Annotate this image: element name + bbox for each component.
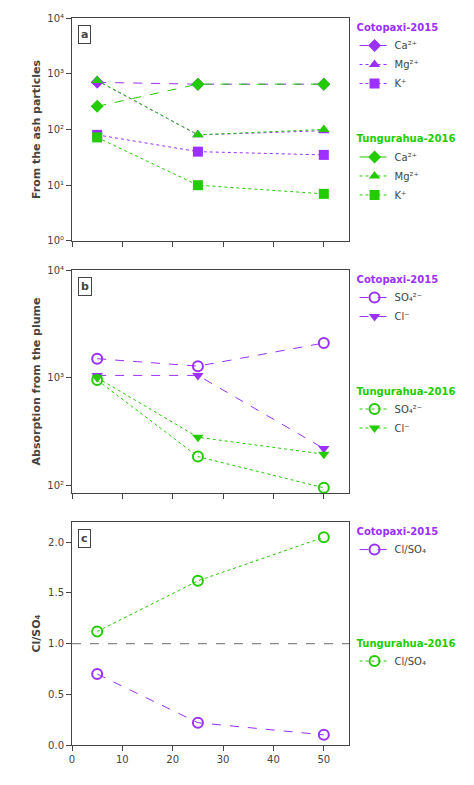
- svg-text:Mg²⁺: Mg²⁺: [395, 171, 419, 182]
- svg-text:40: 40: [267, 754, 280, 765]
- svg-text:2.0: 2.0: [48, 537, 64, 548]
- svg-text:Ca²⁺: Ca²⁺: [395, 40, 417, 51]
- svg-text:0.5: 0.5: [48, 689, 64, 700]
- svg-text:SO₄²⁻: SO₄²⁻: [395, 404, 423, 415]
- svg-text:Cl/SO₄: Cl/SO₄: [395, 544, 426, 555]
- svg-text:Cl⁻: Cl⁻: [395, 423, 410, 434]
- svg-text:K⁺: K⁺: [395, 190, 407, 201]
- svg-text:Absorption from the plume: Absorption from the plume: [30, 298, 43, 466]
- svg-text:From the ash particles: From the ash particles: [30, 59, 43, 199]
- svg-text:10²: 10²: [47, 480, 64, 491]
- svg-text:50: 50: [317, 754, 330, 765]
- svg-text:10¹: 10¹: [47, 180, 64, 191]
- svg-text:10⁴: 10⁴: [47, 13, 64, 24]
- svg-text:c: c: [81, 532, 88, 545]
- svg-text:Tungurahua-2016: Tungurahua-2016: [357, 386, 456, 397]
- svg-text:10³: 10³: [47, 68, 64, 79]
- svg-text:Ca²⁺: Ca²⁺: [395, 152, 417, 163]
- svg-text:10⁰: 10⁰: [47, 235, 64, 246]
- svg-text:Cl/SO₄: Cl/SO₄: [395, 656, 426, 667]
- svg-text:20: 20: [166, 754, 179, 765]
- svg-text:Mg²⁺: Mg²⁺: [395, 59, 419, 70]
- svg-text:1.0: 1.0: [48, 638, 64, 649]
- svg-text:Cotopaxi-2015: Cotopaxi-2015: [357, 274, 439, 285]
- svg-text:Cotopaxi-2015: Cotopaxi-2015: [357, 22, 439, 33]
- svg-text:10⁴: 10⁴: [47, 265, 64, 276]
- svg-text:0: 0: [69, 754, 75, 765]
- svg-text:10³: 10³: [47, 372, 64, 383]
- svg-text:SO₄²⁻: SO₄²⁻: [395, 292, 423, 303]
- svg-text:K⁺: K⁺: [395, 78, 407, 89]
- svg-text:Cl/SO₄: Cl/SO₄: [30, 614, 43, 652]
- svg-text:1.5: 1.5: [48, 587, 64, 598]
- svg-text:Tungurahua-2016: Tungurahua-2016: [357, 133, 456, 144]
- svg-text:Tungurahua-2016: Tungurahua-2016: [357, 638, 456, 649]
- svg-text:Cl⁻: Cl⁻: [395, 311, 410, 322]
- svg-text:30: 30: [217, 754, 230, 765]
- svg-text:10: 10: [116, 754, 129, 765]
- svg-text:10²: 10²: [47, 124, 64, 135]
- svg-text:Cotopaxi-2015: Cotopaxi-2015: [357, 526, 439, 537]
- svg-text:a: a: [81, 28, 88, 41]
- svg-text:b: b: [81, 280, 89, 293]
- svg-text:0.0: 0.0: [48, 740, 64, 751]
